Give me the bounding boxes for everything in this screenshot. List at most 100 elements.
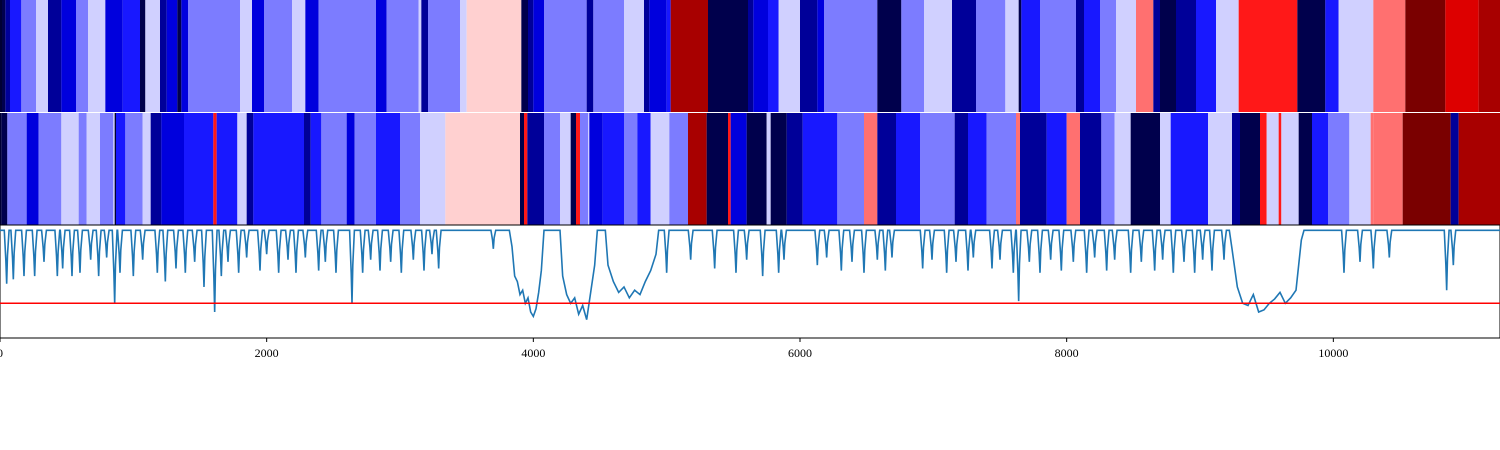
heatmap-cell <box>26 113 39 225</box>
heatmap-cell <box>1370 113 1374 225</box>
heatmap-cell <box>786 113 803 225</box>
heatmap-cell <box>386 0 419 112</box>
heatmap-cell <box>38 113 62 225</box>
x-tick-label: 10000 <box>1318 346 1348 360</box>
heatmap-cell <box>1266 113 1279 225</box>
heatmap-cell <box>1196 0 1216 112</box>
heatmap-cell <box>1 113 8 225</box>
heatmap-cell <box>1312 113 1328 225</box>
heatmap-cell <box>1216 0 1239 112</box>
heatmap-cell <box>688 113 707 225</box>
heatmap-cell <box>1021 0 1040 112</box>
heatmap-cell <box>528 0 534 112</box>
heatmap-cell <box>1076 0 1084 112</box>
heatmap-cell <box>1238 0 1298 112</box>
heatmap-cell <box>924 0 952 112</box>
heatmap-cell <box>114 113 116 225</box>
heatmap-cell <box>580 113 588 225</box>
heatmap-cell <box>150 113 162 225</box>
heatmap-cell <box>901 0 924 112</box>
heatmap-cell <box>920 113 955 225</box>
heatmap-cell <box>817 0 824 112</box>
heatmap-cell <box>304 113 311 225</box>
heatmap-cell <box>649 0 667 112</box>
heatmap-cell <box>669 113 688 225</box>
heatmap-cell <box>61 0 76 112</box>
heatmap-cell <box>576 113 580 225</box>
heatmap-cell <box>1349 113 1371 225</box>
heatmap-cell <box>160 0 167 112</box>
heatmap-cell <box>142 113 151 225</box>
heatmap-cell <box>1260 113 1267 225</box>
heatmap-cell <box>48 0 62 112</box>
heatmap-cell <box>1084 0 1100 112</box>
heatmap-cell <box>968 113 987 225</box>
heatmap-cell <box>1116 0 1136 112</box>
x-tick-label: 6000 <box>788 346 812 360</box>
heatmap-cell <box>986 113 1016 225</box>
heatmap-cell <box>666 0 671 112</box>
heatmap-cell <box>7 113 27 225</box>
heatmap-cell <box>1298 113 1312 225</box>
line-panel <box>0 224 1500 339</box>
heatmap-cell <box>1450 113 1459 225</box>
x-tick-label: 8000 <box>1055 346 1079 360</box>
heatmap-cell <box>1130 113 1160 225</box>
heatmap-cell <box>318 0 376 112</box>
heatmap-cell <box>1240 113 1260 225</box>
heatmap-cell <box>88 0 106 112</box>
heatmap-cell <box>952 0 976 112</box>
heatmap-cell <box>1445 0 1479 112</box>
heatmap-cell <box>1208 113 1232 225</box>
heatmap-cell <box>521 0 528 112</box>
heatmap-cell <box>708 0 748 112</box>
heatmap-cell <box>36 0 48 112</box>
heatmap-cell <box>864 113 878 225</box>
heatmap-cell <box>420 113 446 225</box>
x-axis: 0 2000 4000 6000 8000 10000 <box>0 337 1500 360</box>
heatmap-cell <box>706 113 728 225</box>
heatmap-cell <box>252 0 264 112</box>
heatmap-cell <box>954 113 968 225</box>
heatmap-cell <box>1016 113 1020 225</box>
heatmap-cell <box>896 113 920 225</box>
heatmap-cell <box>593 0 624 112</box>
heatmap-cell <box>589 113 603 225</box>
heatmap-cell <box>100 113 114 225</box>
heatmap-cell <box>122 0 140 112</box>
heatmap-cell <box>240 0 252 112</box>
heatmap-cell <box>354 113 376 225</box>
heatmap-cell <box>86 113 100 225</box>
heatmap-cell <box>1278 113 1282 225</box>
heatmap-cell <box>824 0 878 112</box>
heatmap-cell <box>728 113 731 225</box>
heatmap-cell <box>586 0 594 112</box>
heatmap-cell <box>421 0 428 112</box>
heatmap-cell <box>376 0 387 112</box>
heatmap-cell <box>445 113 520 225</box>
heatmap-cell <box>802 113 838 225</box>
series-line <box>0 229 1500 320</box>
heatmap-cell <box>1328 113 1350 225</box>
heatmap-cell <box>1402 113 1451 225</box>
heatmap-cell <box>418 0 422 112</box>
heatmap-cell <box>161 113 184 225</box>
heatmap-row-top <box>0 0 1500 112</box>
heatmap-cell <box>1405 0 1446 112</box>
heatmap-cell <box>213 113 217 225</box>
heatmap-cell <box>1160 113 1171 225</box>
heatmap-cell <box>1066 113 1080 225</box>
heatmap-cell <box>292 0 306 112</box>
heatmap-cell <box>800 0 818 112</box>
heatmap-cell <box>877 113 896 225</box>
heatmap-cell <box>78 113 87 225</box>
heatmap-cell <box>650 113 670 225</box>
heatmap-cell <box>1281 113 1299 225</box>
heatmap-cell <box>1020 113 1047 225</box>
heatmap-cell <box>1458 113 1500 225</box>
heatmap-cell <box>237 113 247 225</box>
heatmap-cell <box>321 113 347 225</box>
heatmap-cell <box>837 113 864 225</box>
heatmap-cell <box>1114 113 1131 225</box>
